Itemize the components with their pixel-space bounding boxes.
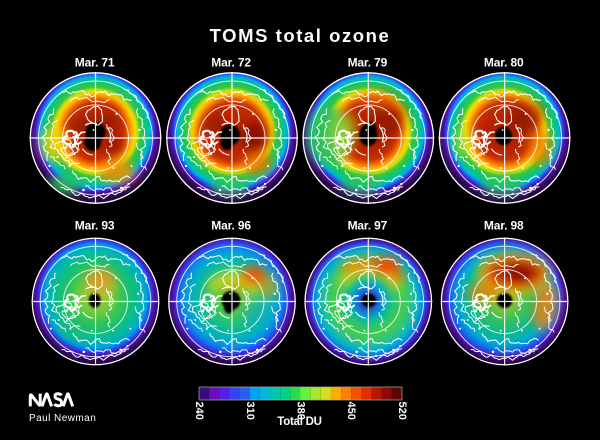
svg-text:Mar. 79: Mar. 79	[348, 56, 388, 70]
svg-text:TOMS total ozone: TOMS total ozone	[210, 25, 391, 46]
svg-text:Mar. 80: Mar. 80	[484, 56, 524, 70]
svg-text:Mar. 71: Mar. 71	[75, 56, 115, 70]
svg-text:Mar. 96: Mar. 96	[211, 219, 251, 233]
svg-text:Mar. 93: Mar. 93	[75, 219, 115, 233]
svg-text:Paul Newman: Paul Newman	[29, 413, 96, 424]
svg-text:Mar. 98: Mar. 98	[484, 219, 524, 233]
svg-text:520: 520	[396, 402, 408, 420]
svg-text:310: 310	[244, 402, 256, 420]
svg-text:450: 450	[345, 402, 357, 420]
svg-text:380: 380	[295, 402, 307, 420]
svg-text:Total DU: Total DU	[277, 416, 321, 428]
svg-text:Mar. 72: Mar. 72	[211, 56, 251, 70]
svg-text:Mar. 97: Mar. 97	[348, 219, 388, 233]
svg-text:240: 240	[193, 402, 205, 420]
